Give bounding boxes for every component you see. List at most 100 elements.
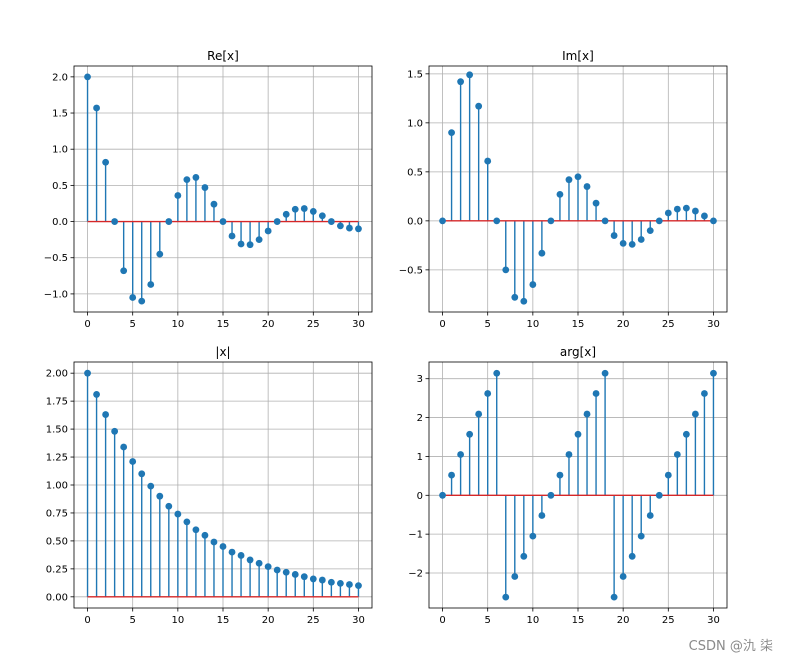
subplot-2: 0 5 10 15 20 25 30 0.00 0.25 0.50 0.75 1.00 1.25 1.50… (46, 345, 373, 626)
stem-marker (610, 232, 618, 239)
subplot-0: 0 5 10 15 20 25 30 −1.0 −0.5 0.0 0.5 1.0 1.5 2.0 Re[x] (44, 49, 373, 330)
x-tick-label: 10 (526, 615, 539, 626)
stem-marker (336, 222, 344, 230)
stem-marker (183, 176, 191, 183)
y-tick-label: 3 (417, 374, 423, 385)
x-tick-label: 20 (262, 615, 275, 626)
stem-marker (327, 578, 335, 586)
stem-marker (574, 173, 582, 181)
x-tick-label: 5 (130, 615, 136, 626)
stem-marker (493, 369, 501, 377)
stem-marker (120, 267, 128, 275)
y-tick-label: 1.5 (407, 69, 423, 80)
y-tick-label: 0.25 (46, 564, 68, 575)
x-tick-label: 25 (307, 615, 320, 626)
stem-marker (192, 526, 200, 534)
stem-marker (102, 158, 110, 166)
x-tick-label: 30 (352, 615, 365, 626)
stem-marker (291, 205, 299, 213)
stem-marker (237, 240, 245, 248)
y-tick-label: 2 (417, 413, 423, 424)
stem-marker (529, 532, 537, 540)
stem-marker (318, 212, 326, 220)
stem-marker (174, 192, 182, 199)
stem-marker (592, 199, 600, 207)
stem-marker (664, 471, 672, 479)
stem-marker (448, 471, 455, 479)
y-tick-label: 0.75 (46, 508, 68, 519)
stem-marker (655, 491, 663, 499)
stem-marker (309, 208, 317, 215)
stem-marker (129, 294, 137, 301)
y-tick-label: 0.0 (52, 217, 68, 228)
y-tick-label: 0.50 (46, 536, 68, 547)
stem-marker (475, 410, 483, 418)
stem-marker (646, 512, 654, 519)
stem-marker (201, 184, 209, 191)
y-tick-label: −1 (408, 530, 423, 541)
stem-marker (565, 176, 573, 184)
stem-marker (183, 518, 191, 526)
y-tick-label: 1.00 (46, 481, 68, 492)
stem-marker (165, 502, 173, 510)
stem-marker (484, 157, 492, 165)
watermark: CSDN @氿 柒 (688, 639, 773, 654)
stem-marker (228, 548, 236, 556)
stem-marker (448, 129, 455, 137)
subplot-3: 0 5 10 15 20 25 30 −2 −1 0 1 2 3 arg[x] (408, 345, 728, 626)
stem-marker (710, 369, 717, 377)
stem-marker (682, 430, 690, 438)
stem-marker (327, 218, 335, 225)
stem-marker (219, 218, 227, 225)
stem-marker (538, 512, 546, 519)
x-tick-label: 5 (485, 615, 491, 626)
stem-marker (174, 510, 182, 518)
stem-marker (556, 471, 564, 479)
stem-marker (255, 236, 263, 244)
subplot-title: |x| (215, 345, 230, 359)
stem-marker (300, 573, 308, 581)
stem-marker (637, 236, 645, 243)
subplot-title: Im[x] (562, 49, 594, 63)
x-tick-label: 30 (352, 319, 365, 330)
stem-marker (701, 212, 708, 220)
x-tick-label: 20 (617, 319, 630, 330)
stem-marker (291, 571, 299, 578)
x-tick-label: 25 (662, 615, 675, 626)
y-tick-label: −0.5 (44, 253, 68, 264)
y-tick-label: 0.5 (52, 181, 68, 192)
x-tick-label: 20 (617, 615, 630, 626)
stem-marker (111, 218, 119, 225)
stem-marker (84, 369, 91, 377)
stem-marker (192, 174, 200, 181)
stem-marker (210, 538, 218, 546)
stem-marker (255, 559, 263, 567)
x-tick-label: 0 (439, 615, 445, 626)
stem-marker (502, 266, 510, 274)
y-tick-label: 1.25 (46, 453, 68, 464)
stem-marker (300, 205, 308, 212)
stem-marker (439, 217, 446, 225)
stem-marker (237, 552, 245, 559)
x-tick-label: 15 (217, 319, 230, 330)
stem-marker (691, 410, 699, 418)
x-tick-label: 5 (130, 319, 136, 330)
y-tick-label: 1.0 (52, 145, 68, 156)
stem-marker (637, 532, 645, 540)
stem-marker (701, 390, 708, 397)
stem-marker (228, 232, 236, 240)
stem-marker (111, 427, 119, 435)
stem-marker (691, 207, 699, 215)
stem-marker (264, 227, 272, 235)
y-tick-label: 1.5 (52, 109, 68, 120)
stem-marker (264, 563, 272, 571)
x-tick-label: 25 (307, 319, 320, 330)
stem-marker (282, 210, 290, 218)
x-tick-label: 10 (526, 319, 539, 330)
y-tick-label: 1.0 (407, 118, 423, 129)
stem-marker (556, 190, 564, 198)
x-tick-label: 10 (171, 319, 184, 330)
stem-marker (583, 183, 591, 190)
